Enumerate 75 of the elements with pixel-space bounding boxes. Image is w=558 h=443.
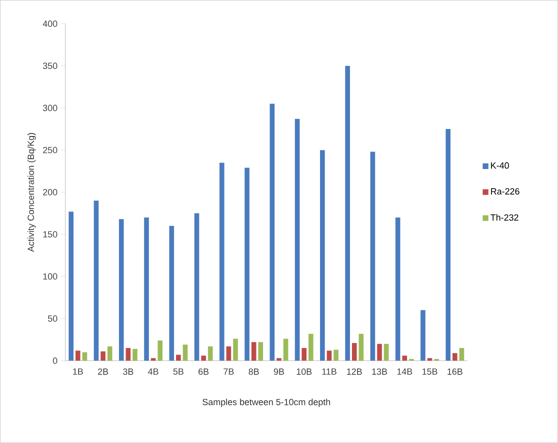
x-tick-label: 9B: [274, 368, 284, 375]
y-tick-label: 250: [43, 146, 58, 154]
bar: [276, 358, 282, 361]
bar: [226, 346, 232, 361]
bar: [427, 358, 432, 361]
bar: [402, 356, 408, 361]
bar: [308, 334, 314, 361]
bar: [182, 344, 188, 361]
y-tick-label: 150: [43, 231, 58, 238]
bar: [158, 340, 163, 361]
bar: [358, 334, 364, 361]
bar: [294, 118, 300, 361]
bar: [420, 310, 426, 361]
bar: [395, 217, 400, 361]
bar: [150, 358, 156, 361]
bar: [94, 200, 99, 361]
x-tick-label: 1B: [73, 368, 83, 375]
bar: [326, 350, 332, 361]
y-tick-label: 200: [43, 189, 58, 196]
bar: [370, 152, 376, 361]
bar: [144, 217, 149, 361]
legend-label: Ra-226: [491, 188, 520, 195]
x-tick-label: 3B: [123, 368, 134, 375]
legend-label: Th-232: [490, 214, 518, 221]
bar: [244, 168, 250, 361]
y-tick-label: 300: [42, 104, 58, 112]
bar: [194, 213, 200, 361]
x-tick-label: 14B: [397, 368, 412, 375]
x-tick-label: 10B: [296, 368, 312, 375]
bar: [100, 351, 106, 361]
bar: [201, 356, 206, 361]
x-tick-label: 4B: [148, 368, 158, 375]
bar: [283, 338, 288, 361]
bar: [169, 226, 174, 361]
x-tick-label: 5B: [173, 368, 184, 375]
bar: [118, 219, 124, 361]
y-axis-title: Activity Concentration (Bq/Kg): [27, 133, 36, 252]
x-tick-label: 8B: [248, 368, 259, 375]
bar: [352, 343, 357, 361]
y-tick-label: 350: [42, 62, 58, 69]
bar: [251, 342, 256, 361]
x-tick-label: 11B: [322, 368, 336, 375]
legend-label: K-40: [491, 162, 509, 169]
x-tick-label: 13B: [372, 368, 387, 375]
bar: [320, 150, 325, 361]
bar: [345, 66, 350, 361]
y-tick-label: 50: [48, 315, 58, 322]
x-tick-label: 12B: [347, 368, 362, 375]
bar: [176, 354, 181, 361]
y-tick-label: 400: [42, 20, 58, 27]
bar: [126, 348, 131, 361]
x-tick-label: 2B: [98, 368, 108, 375]
x-axis-title: Samples between 5-10cm depth: [202, 398, 330, 407]
x-tick-label: 16B: [448, 368, 462, 375]
bar: [107, 346, 112, 361]
bar: [132, 348, 138, 361]
bar: [302, 348, 307, 361]
bar: [68, 212, 74, 361]
bar: [258, 342, 264, 361]
bar: [452, 353, 458, 361]
y-tick-label: 100: [43, 273, 58, 280]
bar: [334, 350, 338, 361]
x-tick-label: 15B: [422, 368, 438, 375]
bar: [384, 344, 389, 361]
bar: [377, 344, 382, 361]
bar: [233, 338, 238, 361]
bar: [459, 348, 464, 361]
bar: [219, 162, 224, 361]
x-tick-label: 7B: [224, 368, 234, 375]
bar: [270, 104, 275, 361]
bar: [75, 350, 80, 361]
x-tick-label: 6B: [198, 368, 209, 375]
bar: [208, 346, 213, 361]
y-tick-label: 0: [52, 358, 58, 364]
bar: [446, 129, 450, 361]
